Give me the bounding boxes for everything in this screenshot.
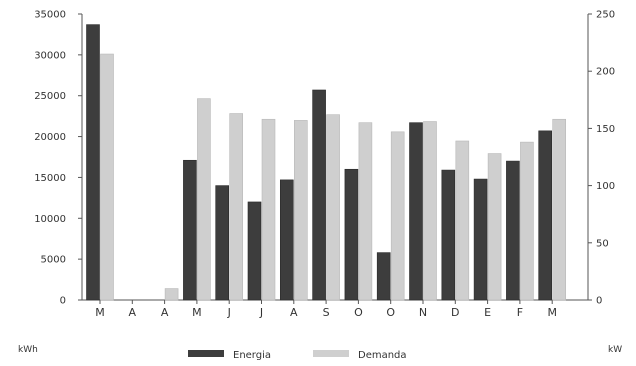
- right-tick-label: 100: [596, 181, 615, 192]
- left-tick-label: 30000: [34, 50, 66, 61]
- x-tick-label: O: [354, 306, 363, 319]
- x-tick-label: E: [484, 306, 491, 319]
- bar-demanda: [520, 141, 534, 301]
- bar-demanda: [487, 153, 502, 301]
- bar-energia: [247, 201, 262, 301]
- left-tick-label: 10000: [34, 214, 66, 225]
- bar-energia: [279, 179, 294, 301]
- bar-demanda: [390, 131, 405, 301]
- left-tick-label: 0: [60, 296, 66, 307]
- x-tick-label: A: [161, 306, 169, 319]
- legend-swatch-energia: [188, 350, 224, 357]
- bar-energia: [344, 168, 359, 301]
- x-tick-label: F: [517, 306, 523, 319]
- x-tick-label: M: [547, 306, 557, 319]
- bar-demanda: [455, 140, 470, 301]
- x-tick-label: A: [290, 306, 298, 319]
- bar-demanda: [293, 120, 308, 301]
- x-tick-label: N: [419, 306, 427, 319]
- left-tick-label: 25000: [34, 91, 66, 102]
- legend-label-energia: Energia: [233, 350, 271, 361]
- bar-energia: [441, 169, 456, 301]
- left-tick-label: 15000: [34, 173, 66, 184]
- x-tick-label: S: [323, 306, 330, 319]
- right-tick-label: 50: [596, 238, 609, 249]
- bar-energia: [473, 178, 488, 301]
- right-tick-label: 150: [596, 124, 615, 135]
- bar-energia: [215, 185, 229, 301]
- bar-demanda: [423, 121, 437, 301]
- legend-swatch-demanda: [313, 350, 349, 357]
- legend: Energia Demanda: [188, 350, 407, 361]
- bar-demanda: [100, 53, 114, 301]
- legend-label-demanda: Demanda: [358, 350, 407, 361]
- x-tick-label: J: [227, 306, 231, 319]
- bar-demanda: [552, 118, 567, 301]
- x-tick-label: M: [192, 306, 202, 319]
- tick-labels: 0 5000 10000 15000 20000 25000 30000 35000 0 50 10…: [34, 10, 615, 320]
- bar-energia: [538, 130, 553, 301]
- x-tick-label: J: [259, 306, 263, 319]
- bar-energia: [86, 24, 100, 301]
- bars: [86, 24, 567, 301]
- bar-demanda: [261, 118, 276, 301]
- right-tick-label: 0: [596, 296, 602, 307]
- right-tick-label: 200: [596, 67, 615, 78]
- bar-demanda: [358, 122, 373, 301]
- x-tick-label: M: [95, 306, 105, 319]
- left-axis-unit: kWh: [18, 345, 38, 355]
- bar-energia: [183, 159, 197, 301]
- bar-demanda: [326, 114, 340, 301]
- bar-demanda: [229, 113, 243, 301]
- right-axis-unit: kW: [608, 345, 622, 355]
- x-tick-label: O: [386, 306, 395, 319]
- left-tick-label: 35000: [34, 10, 66, 21]
- left-tick-label: 20000: [34, 132, 66, 143]
- bar-energia: [506, 160, 520, 301]
- x-tick-label: D: [451, 306, 459, 319]
- x-tick-label: A: [129, 306, 137, 319]
- bar-demanda: [197, 98, 211, 301]
- bar-energia: [376, 252, 391, 301]
- left-tick-label: 5000: [41, 255, 66, 266]
- bar-demanda: [164, 288, 179, 301]
- bar-energia: [312, 89, 326, 301]
- bar-energia: [409, 122, 423, 301]
- right-tick-label: 250: [596, 10, 615, 21]
